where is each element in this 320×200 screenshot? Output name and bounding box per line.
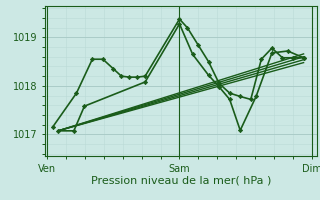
X-axis label: Pression niveau de la mer( hPa ): Pression niveau de la mer( hPa ) — [91, 175, 271, 185]
